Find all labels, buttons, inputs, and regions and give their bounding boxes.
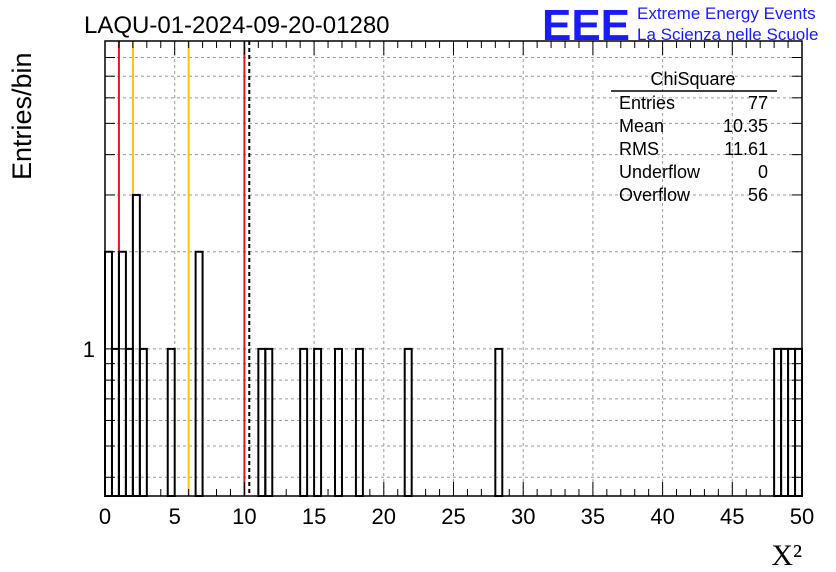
histogram-bar-12 <box>334 347 343 498</box>
x-axis-label: X² <box>771 539 802 572</box>
y-axis-ticks: 1 <box>83 57 802 478</box>
x-tick-label-5: 25 <box>441 504 465 529</box>
x-tick-label-4: 20 <box>372 504 396 529</box>
stats-value-rms: 11.61 <box>724 139 768 159</box>
histogram-bar-11 <box>313 347 323 498</box>
x-tick-label-3: 15 <box>302 504 326 529</box>
histogram-bar-4 <box>131 193 141 497</box>
reference-lines <box>117 41 251 496</box>
stats-label-overflow: Overflow <box>619 185 691 205</box>
histogram-bar-19 <box>794 347 804 498</box>
x-tick-label-9: 45 <box>720 504 744 529</box>
x-tick-label-0: 0 <box>99 504 111 529</box>
histogram-bar-13 <box>354 347 364 498</box>
histogram-bar-15 <box>494 347 504 498</box>
histogram-bar-1 <box>110 347 120 498</box>
x-axis-ticks: 0 5 10 15 20 25 30 35 40 45 50 <box>99 41 814 529</box>
stats-label-mean: Mean <box>619 116 664 136</box>
y-axis-label: Entries/bin <box>7 52 37 180</box>
stats-value-mean: 10.35 <box>723 116 768 136</box>
x-tick-label-6: 30 <box>511 504 535 529</box>
stats-label-rms: RMS <box>619 139 659 159</box>
histogram-bar-6 <box>166 347 176 498</box>
histogram-bar-8 <box>257 347 267 498</box>
stats-title: ChiSquare <box>650 69 735 89</box>
histogram-bar-5 <box>138 347 148 498</box>
y-tick-label-0: 1 <box>83 337 95 362</box>
histogram-bar-0 <box>104 250 113 497</box>
histogram-bar-16 <box>773 347 783 498</box>
histogram-bar-17 <box>780 347 790 498</box>
stats-value-entries: 77 <box>748 93 768 113</box>
histogram-bar-14 <box>403 347 413 498</box>
grid-lines <box>105 41 802 496</box>
x-tick-label-1: 5 <box>169 504 181 529</box>
stats-label-entries: Entries <box>619 93 675 113</box>
histogram-bar-10 <box>299 347 309 498</box>
stats-label-underflow: Underflow <box>619 162 701 182</box>
eee-logo-line2: La Scienza nelle Scuole <box>637 25 818 44</box>
eee-logo: EEE Extreme Energy Events La Scienza nel… <box>542 1 818 50</box>
x-tick-label-8: 40 <box>650 504 674 529</box>
histogram-bar-7 <box>194 250 204 497</box>
histogram-bar-18 <box>787 347 797 498</box>
x-tick-label-10: 50 <box>790 504 814 529</box>
stats-box: ChiSquare Entries 77 Mean 10.35 RMS 11.61 Unde… <box>611 69 777 205</box>
eee-logo-mark: EEE <box>542 1 630 50</box>
x-tick-label-2: 10 <box>232 504 256 529</box>
chart-title: LAQU-01-2024-09-20-01280 <box>84 12 390 39</box>
stats-value-underflow: 0 <box>758 162 768 182</box>
eee-logo-line1: Extreme Energy Events <box>637 4 816 23</box>
histogram-bar-3 <box>124 347 134 498</box>
histogram-bar-9 <box>264 347 274 498</box>
x-tick-label-7: 35 <box>581 504 605 529</box>
histogram-bar-2 <box>117 250 127 497</box>
stats-value-overflow: 56 <box>748 185 768 205</box>
